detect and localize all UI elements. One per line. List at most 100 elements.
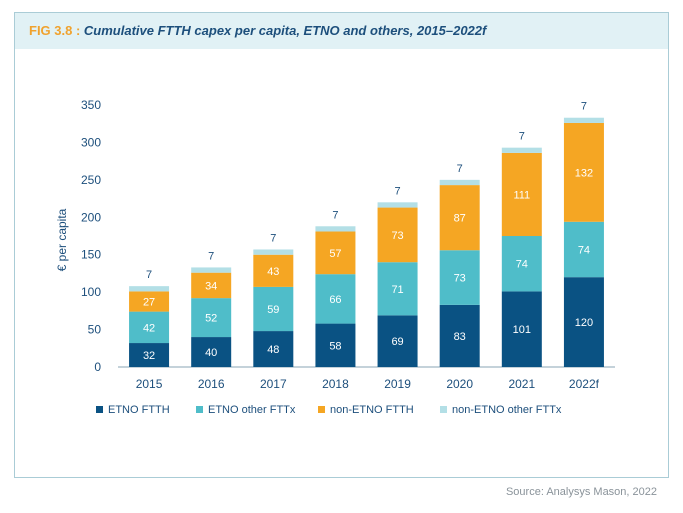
data-label: 7 [146,269,152,281]
bar-segment [191,298,232,338]
source-note: Source: Analysys Mason, 2022 [505,486,657,498]
data-label: 74 [516,259,528,271]
bars-group: 32 42 27 7 40 52 34 7 48 59 43 7 58 66 57 7 69 71 73 7 83 73 8… [129,101,604,367]
x-tick-label: 2016 [198,377,225,391]
legend-swatch [440,406,447,413]
data-label: 74 [578,244,590,256]
x-tick-label: 2019 [384,377,411,391]
legend-swatch [96,406,103,413]
legend-label: ETNO FTTH [108,404,170,416]
bar-segment [377,202,418,208]
data-label: 111 [513,189,530,201]
bar-segment [191,272,232,299]
bar-segment [315,274,356,324]
y-tick-label: 350 [81,98,101,112]
legend-swatch [196,406,203,413]
data-label: 87 [454,213,466,225]
bar-segment [439,185,480,251]
y-tick-label: 200 [81,210,101,224]
legend: ETNO FTTH ETNO other FTTx non-ETNO FTTH non… [96,404,562,416]
legend-label: ETNO other FTTx [208,404,296,416]
bar-segment [253,286,294,332]
bar-segment [191,337,232,367]
figure-number: FIG 3.8 : [29,23,81,38]
bar-segment [253,254,294,287]
bar-segment [501,291,542,367]
data-label: 43 [267,266,279,278]
data-label: 58 [329,340,341,352]
data-label: 40 [205,347,217,359]
figure-header: FIG 3.8 : Cumulative FTTH capex per capi… [15,13,668,49]
bar-segment [129,343,170,367]
data-label: 34 [205,280,217,292]
bar-segment [377,315,418,367]
data-label: 52 [205,313,217,325]
x-tick-label: 2015 [136,377,163,391]
x-tick-label: 2020 [446,377,473,391]
y-tick-label: 300 [81,135,101,149]
data-label: 42 [143,322,155,334]
bar-segment [129,311,170,344]
data-label: 69 [391,336,403,348]
data-label: 7 [581,101,587,113]
y-tick-label: 50 [88,323,102,337]
y-tick-label: 100 [81,285,101,299]
data-label: 66 [329,294,341,306]
bar-segment [439,304,480,367]
bar-segment [377,262,418,316]
y-axis: 0 50 100 150 200 250 300 350 [81,98,101,374]
x-tick-label: 2018 [322,377,349,391]
data-label: 59 [267,304,279,316]
data-label: 71 [391,284,403,296]
data-label: 27 [143,297,155,309]
x-tick-label: 2017 [260,377,287,391]
bar-segment [253,249,294,255]
figure-title-text: Cumulative FTTH capex per capita, ETNO a… [83,23,487,38]
data-label: 48 [267,344,279,356]
data-label: 83 [454,331,466,343]
y-axis-label: € per capita [55,208,69,271]
legend-label: non-ETNO other FTTx [452,404,562,416]
bar-segment [377,207,418,263]
bar-segment [563,277,604,367]
y-tick-label: 250 [81,173,101,187]
data-label: 57 [329,248,341,260]
data-label: 101 [513,324,531,336]
bar-segment [563,122,604,222]
data-label: 7 [519,131,525,143]
data-label: 7 [208,250,214,262]
bar-segment [129,291,170,312]
data-label: 73 [454,273,466,285]
bar-segment [315,323,356,367]
data-label: 132 [575,167,593,179]
bar-segment [253,331,294,367]
bar-segment [563,221,604,278]
data-label: 7 [457,163,463,175]
y-tick-label: 0 [94,360,101,374]
legend-label: non-ETNO FTTH [330,404,414,416]
x-axis: 2015 2016 2017 2018 2019 2020 2021 2022f [136,377,600,391]
bar-segment [129,286,170,292]
bar-segment [315,231,356,275]
bar-segment [501,147,542,153]
bar-segment [191,267,232,273]
data-label: 7 [270,232,276,244]
bar-segment [315,226,356,232]
data-label: 120 [575,317,593,329]
bar-segment [563,117,604,123]
bar-segment [501,152,542,236]
figure-panel: FIG 3.8 : Cumulative FTTH capex per capi… [14,12,669,478]
bar-segment [439,179,480,186]
legend-swatch [318,406,325,413]
x-tick-label: 2021 [508,377,535,391]
x-tick-label: 2022f [569,377,600,391]
bar-segment [439,250,480,305]
figure-title: FIG 3.8 : Cumulative FTTH capex per capi… [29,23,486,38]
bar-segment [501,236,542,292]
data-label: 7 [395,185,401,197]
data-label: 32 [143,350,155,362]
data-label: 7 [332,209,338,221]
y-tick-label: 150 [81,248,101,262]
data-label: 73 [391,230,403,242]
